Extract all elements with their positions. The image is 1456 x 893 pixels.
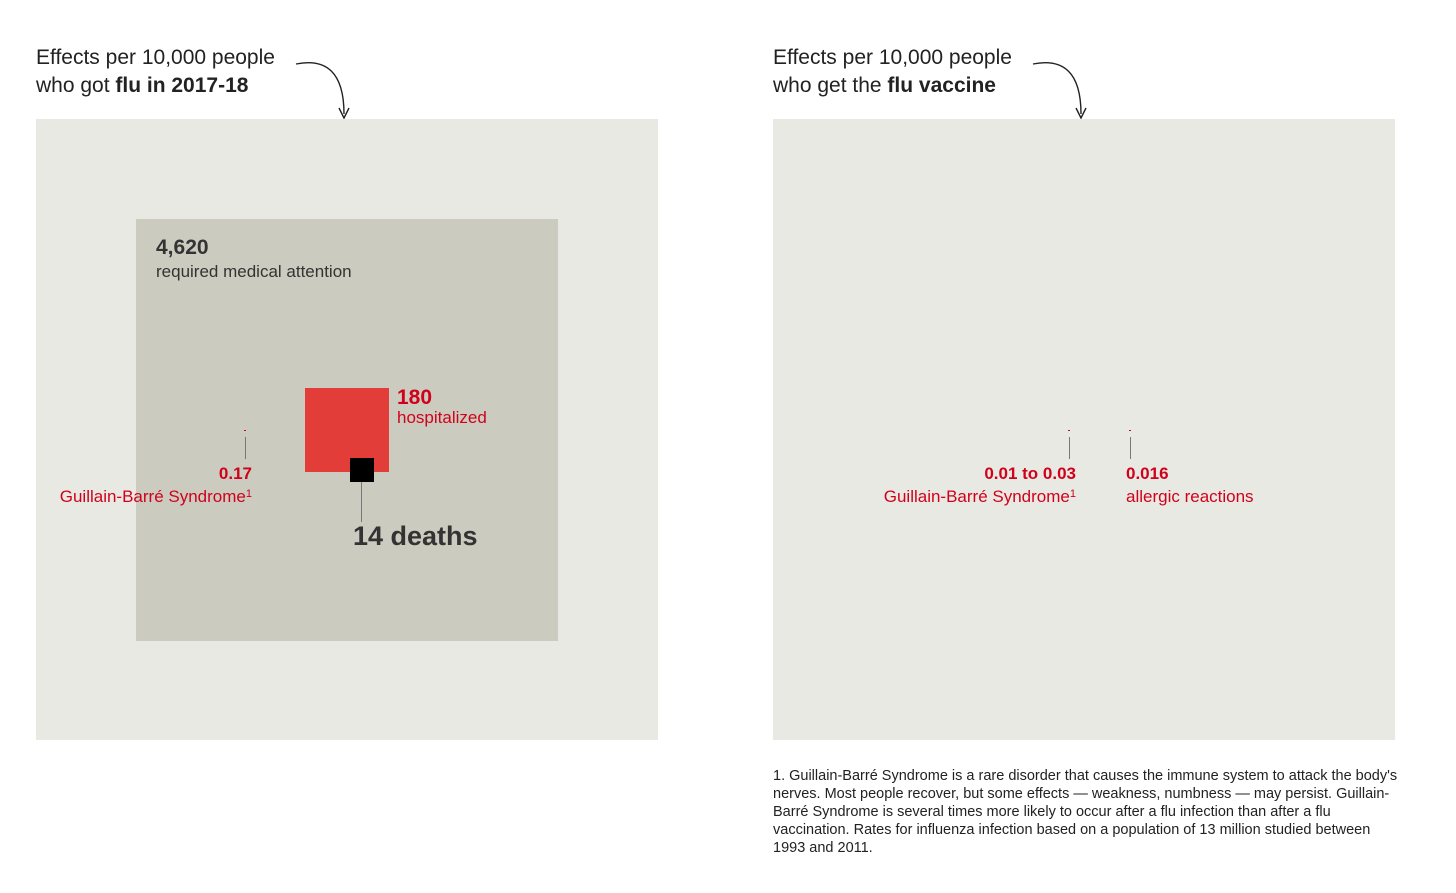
left-title-line2: who got flu in 2017-18 bbox=[36, 72, 275, 100]
gbs-vaccine-dot bbox=[1068, 430, 1070, 431]
left-title-line1: Effects per 10,000 people bbox=[36, 46, 275, 69]
hospitalized-square bbox=[305, 388, 389, 472]
left-panel-title: Effects per 10,000 people who got flu in… bbox=[36, 44, 275, 100]
right-title-plain: who get the bbox=[773, 74, 888, 97]
left-title-arrow-icon bbox=[295, 62, 350, 120]
allergic-dot bbox=[1129, 430, 1131, 431]
gbs-vaccine-label-text: Guillain-Barré Syndrome bbox=[883, 487, 1070, 506]
gbs-flu-label-text: Guillain-Barré Syndrome bbox=[59, 487, 246, 506]
gbs-vaccine-label: Guillain-Barré Syndrome1 bbox=[860, 486, 1076, 508]
gbs-vaccine-value: 0.01 to 0.03 bbox=[984, 464, 1076, 483]
hospitalized-label: hospitalized bbox=[397, 408, 487, 427]
gbs-vaccine-leader-line bbox=[1069, 437, 1070, 459]
allergic-value: 0.016 bbox=[1126, 464, 1169, 483]
left-title-plain: who got bbox=[36, 74, 116, 97]
deaths-square bbox=[350, 458, 374, 482]
hospitalized-value: 180 bbox=[397, 386, 433, 409]
medical-attention-label: required medical attention bbox=[156, 262, 352, 281]
left-title-bold: flu in 2017-18 bbox=[115, 74, 249, 97]
right-title-line2: who get the flu vaccine bbox=[773, 72, 1012, 100]
right-title-bold: flu vaccine bbox=[887, 74, 996, 97]
allergic-leader-line bbox=[1130, 437, 1131, 459]
right-title-line1: Effects per 10,000 people bbox=[773, 46, 1012, 69]
deaths-label: 14 deaths bbox=[353, 521, 478, 551]
right-title-arrow-icon bbox=[1032, 62, 1087, 120]
gbs-flu-leader-line bbox=[245, 437, 246, 459]
medical-attention-value: 4,620 bbox=[156, 236, 209, 259]
deaths-leader-line bbox=[361, 482, 362, 522]
allergic-label: allergic reactions bbox=[1126, 487, 1254, 506]
right-panel-title: Effects per 10,000 people who get the fl… bbox=[773, 44, 1012, 100]
gbs-flu-label: Guillain-Barré Syndrome1 bbox=[40, 486, 252, 508]
right-population-square bbox=[773, 119, 1395, 740]
footnote: 1. Guillain-Barré Syndrome is a rare dis… bbox=[773, 768, 1398, 856]
gbs-flu-footnote-mark: 1 bbox=[245, 488, 252, 500]
gbs-flu-dot bbox=[244, 430, 246, 431]
gbs-flu-value: 0.17 bbox=[218, 464, 252, 483]
gbs-vaccine-footnote-mark: 1 bbox=[1069, 488, 1076, 500]
